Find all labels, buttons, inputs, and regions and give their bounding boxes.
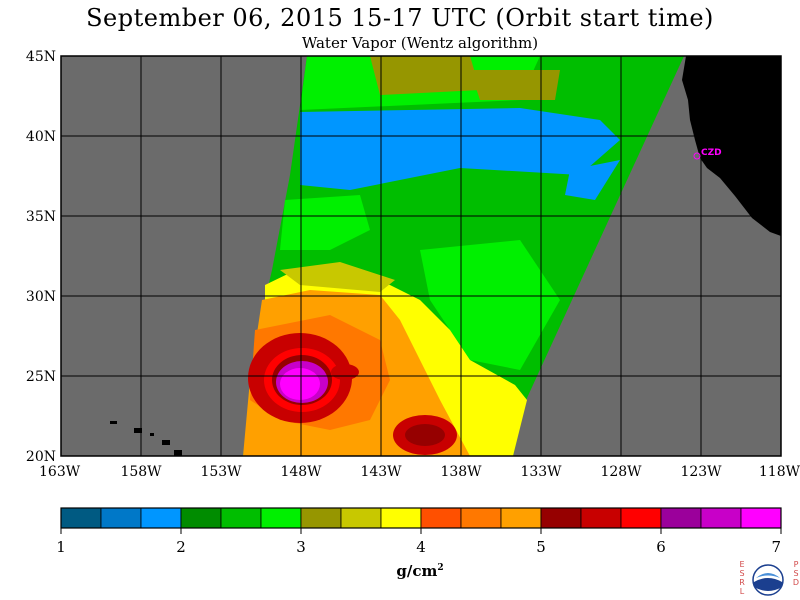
colorbar-units: g/cm2: [380, 562, 460, 580]
logo-letter: D: [792, 578, 800, 587]
lat-lon-grid: [61, 56, 781, 456]
latitude-label: 30N: [26, 289, 56, 305]
latitude-label: 25N: [26, 369, 56, 385]
latitude-label: 40N: [26, 129, 56, 145]
units-exponent: 2: [437, 563, 444, 573]
colorbar-swatch: [340, 507, 382, 529]
station-marker-czd: CZD: [693, 148, 722, 160]
longitude-label: 158W: [120, 464, 162, 480]
swath-olive-patch-2: [470, 70, 560, 100]
swath-blue-band: [300, 108, 620, 190]
longitude-label: 138W: [440, 464, 482, 480]
logo-letter: S: [739, 569, 745, 578]
longitude-label: 148W: [280, 464, 322, 480]
colorbar-tick-label: 6: [656, 538, 666, 556]
longitude-label: 153W: [200, 464, 242, 480]
colorbar-swatch: [140, 507, 182, 529]
longitude-label: 143W: [360, 464, 402, 480]
logo-letter: S: [793, 569, 799, 578]
latitude-labels: 45N 40N 35N 30N 25N 20N: [26, 49, 56, 465]
longitude-label: 123W: [680, 464, 722, 480]
swath-blue-patch-east: [565, 160, 620, 200]
swath-olive-patch: [370, 56, 480, 95]
logo-letter: E: [739, 560, 745, 569]
latitude-label: 20N: [26, 449, 56, 465]
units-base: g/cm: [396, 562, 438, 580]
colorbar-swatch: [180, 507, 222, 529]
latitude-label: 45N: [26, 49, 56, 65]
colorbar-tick-label: 3: [296, 538, 306, 556]
moist-blob-south-core: [405, 424, 445, 446]
storm-core: [280, 368, 320, 400]
colorbar-swatch: [60, 507, 102, 529]
map-frame: [60, 55, 782, 457]
colorbar: [60, 507, 782, 529]
longitude-label: 163W: [39, 464, 81, 480]
colorbar-swatch: [740, 507, 782, 529]
logo-letter: L: [739, 587, 745, 596]
colorbar-swatch: [100, 507, 142, 529]
swath-olive-band: [280, 262, 395, 292]
colorbar-swatch: [620, 507, 662, 529]
colorbar-swatch: [700, 507, 742, 529]
colorbar-swatch: [540, 507, 582, 529]
colorbar-swatch: [420, 507, 462, 529]
map-subtitle: Water Vapor (Wentz algorithm): [301, 34, 539, 52]
colorbar-swatch: [380, 507, 422, 529]
colorbar-tick-labels: 1 2 3 4 5 6 7: [56, 528, 782, 556]
longitude-labels: 163W 158W 153W 148W 143W 138W 133W 128W 123W 118W: [39, 464, 800, 480]
colorbar-tick-label: 5: [536, 538, 546, 556]
logo-letter: R: [739, 578, 745, 587]
logo-letter: P: [793, 560, 799, 569]
noaa-emblem-icon: [752, 564, 784, 596]
swath-bright-green-mid: [280, 195, 370, 250]
colorbar-swatch: [460, 507, 502, 529]
colorbar-swatch: [580, 507, 622, 529]
longitude-label: 118W: [759, 464, 800, 480]
map-title: September 06, 2015 15-17 UTC (Orbit star…: [86, 4, 714, 32]
colorbar-swatch: [500, 507, 542, 529]
longitude-label: 128W: [600, 464, 642, 480]
colorbar-tick-label: 1: [56, 538, 66, 556]
north-america-land: [682, 56, 781, 236]
longitude-label: 133W: [520, 464, 562, 480]
colorbar-swatch: [660, 507, 702, 529]
swath-layer: [243, 56, 684, 456]
colorbar-tick-label: 4: [416, 538, 426, 556]
colorbar-swatch: [260, 507, 302, 529]
colorbar-tick-label: 2: [176, 538, 186, 556]
station-label: CZD: [701, 148, 722, 158]
hawaiian-islands: [110, 421, 182, 456]
colorbar-tick-label: 7: [771, 538, 781, 556]
colorbar-swatch: [300, 507, 342, 529]
colorbar-swatch: [220, 507, 262, 529]
latitude-label: 35N: [26, 209, 56, 225]
moist-blob-small: [331, 364, 359, 380]
